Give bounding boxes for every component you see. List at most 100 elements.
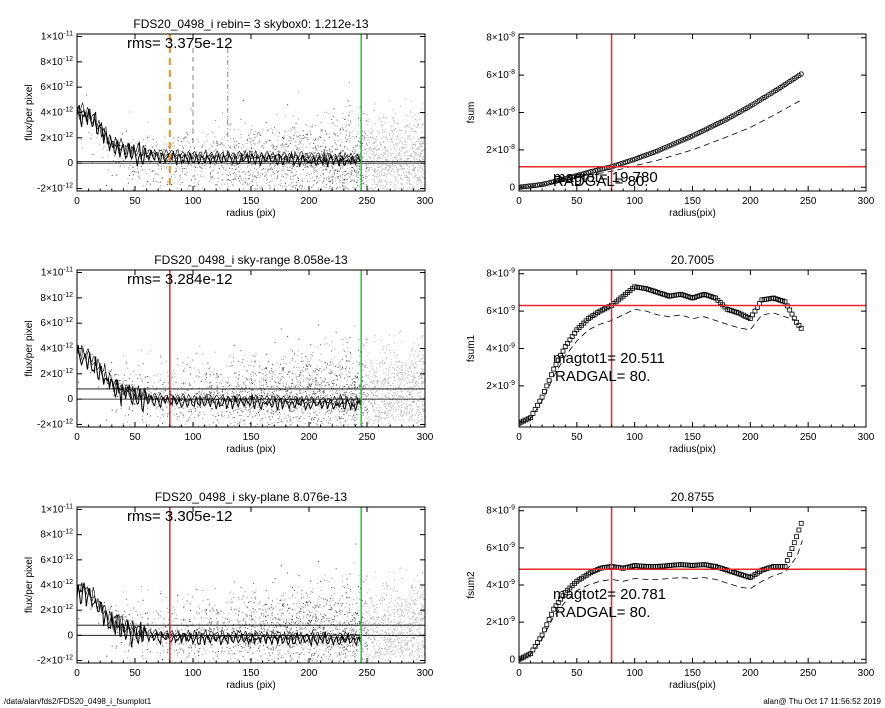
scatter-point: [413, 401, 415, 403]
scatter-point: [265, 174, 267, 176]
scatter-point: [389, 132, 391, 134]
scatter-point: [404, 411, 406, 413]
scatter-point: [229, 180, 231, 181]
scatter-point: [266, 394, 267, 396]
marker-circle: [541, 181, 548, 187]
scatter-point: [241, 391, 243, 392]
scatter-point: [211, 176, 213, 178]
scatter-point: [339, 436, 340, 437]
scatter-point: [421, 168, 423, 170]
scatter-point: [274, 133, 276, 135]
scatter-point: [396, 161, 398, 163]
scatter-point: [232, 392, 234, 394]
scatter-point: [347, 148, 349, 150]
scatter-point: [295, 397, 297, 399]
scatter-point: [410, 155, 412, 157]
scatter-point: [209, 382, 210, 384]
scatter-point: [293, 135, 295, 137]
series-markers: [519, 71, 804, 190]
scatter-point: [305, 192, 306, 193]
scatter-point: [411, 128, 413, 130]
scatter-point: [108, 169, 109, 171]
scatter-point: [342, 367, 344, 369]
scatter-point: [354, 152, 356, 154]
scatter-point: [299, 186, 301, 188]
marker-circle: [641, 153, 647, 159]
scatter-point: [276, 377, 278, 379]
scatter-point: [177, 416, 178, 418]
scatter-point: [407, 213, 408, 214]
scatter-point: [209, 440, 210, 441]
scatter-point: [313, 142, 315, 144]
scatter-point: [202, 176, 204, 177]
scatter-point: [231, 157, 232, 158]
scatter-point: [287, 374, 289, 375]
scatter-point: [420, 382, 422, 384]
scatter-point: [323, 369, 325, 371]
scatter-point: [232, 178, 234, 180]
scatter-point: [365, 183, 367, 185]
scatter-point: [410, 390, 412, 392]
scatter-point: [308, 155, 310, 157]
scatter-point: [307, 180, 309, 182]
scatter-point: [372, 393, 374, 395]
scatter-point: [342, 366, 343, 368]
scatter-point: [389, 393, 391, 395]
scatter-point: [162, 391, 164, 393]
scatter-point: [385, 136, 387, 138]
scatter-point: [289, 166, 291, 168]
scatter-point: [398, 169, 399, 171]
scatter-point: [144, 159, 146, 161]
scatter-point: [373, 109, 375, 111]
scatter-point: [271, 378, 273, 380]
scatter-point: [399, 387, 401, 389]
scatter-point: [204, 141, 206, 143]
scatter-point: [389, 404, 391, 406]
scatter-point: [407, 202, 408, 203]
scatter-point: [325, 201, 326, 202]
scatter-point: [197, 189, 199, 191]
scatter-point: [317, 170, 319, 172]
scatter-point: [159, 354, 161, 356]
scatter-point: [364, 169, 366, 171]
scatter-point: [401, 175, 402, 176]
scatter-point: [282, 153, 284, 155]
scatter-point: [401, 374, 403, 376]
scatter-point: [278, 135, 279, 137]
scatter-point: [354, 387, 356, 389]
scatter-point: [278, 366, 280, 368]
scatter-point: [320, 129, 322, 131]
scatter-point: [337, 120, 339, 122]
scatter-point: [369, 371, 371, 372]
scatter-point: [289, 170, 291, 172]
scatter-point: [237, 387, 239, 389]
scatter-point: [379, 407, 381, 409]
scatter-point: [188, 419, 190, 421]
scatter-point: [197, 183, 199, 185]
scatter-point: [233, 396, 235, 398]
scatter-point: [331, 187, 333, 188]
scatter-point: [330, 372, 331, 374]
scatter-point: [402, 364, 403, 366]
scatter-point: [419, 411, 421, 413]
scatter-point: [356, 133, 358, 135]
scatter-point: [222, 416, 224, 418]
scatter-point: [358, 186, 360, 188]
scatter-point: [378, 148, 380, 150]
scatter-point: [325, 436, 326, 437]
scatter-point: [357, 172, 359, 174]
scatter-point: [114, 387, 116, 389]
scatter-point: [303, 211, 304, 212]
scatter-point: [276, 434, 277, 435]
scatter-point: [332, 122, 334, 124]
scatter-point: [328, 133, 330, 135]
scatter-point: [305, 166, 307, 168]
scatter-point: [338, 416, 340, 418]
scatter-point: [416, 389, 417, 391]
scatter-point: [385, 440, 386, 441]
scatter-point: [108, 155, 110, 157]
scatter-point: [396, 135, 398, 137]
scatter-point: [301, 371, 303, 373]
scatter-point: [385, 117, 387, 119]
scatter-point: [420, 374, 422, 376]
